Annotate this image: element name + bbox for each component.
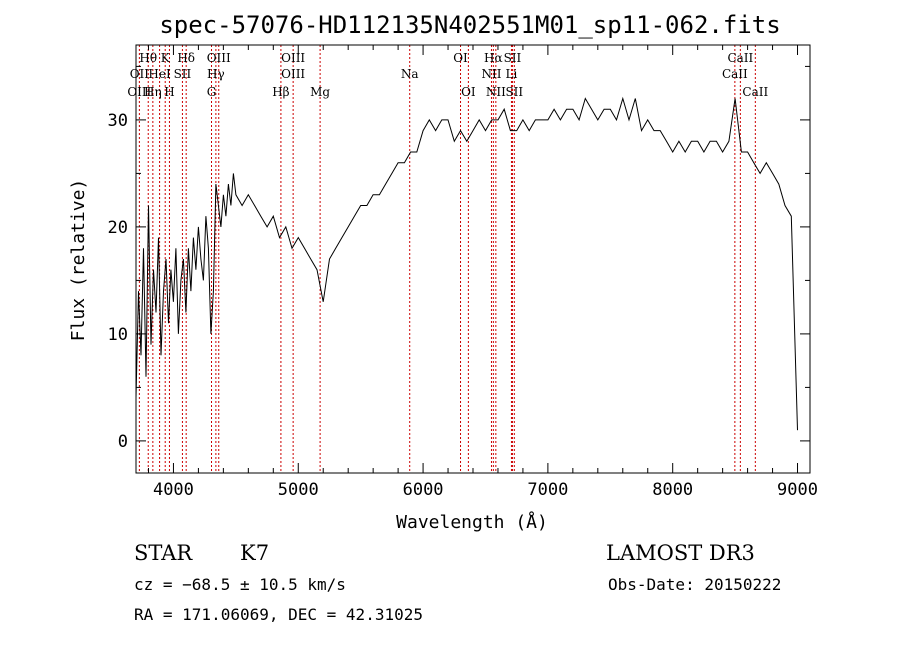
survey-name: LAMOST DR3 — [606, 541, 755, 565]
spectral-line-markers — [138, 45, 756, 473]
x-tick-label: 8000 — [652, 480, 693, 500]
line-label: G — [207, 85, 217, 99]
line-label: CaII — [727, 51, 753, 65]
line-label: SII — [174, 67, 192, 81]
line-label: Hδ — [177, 51, 195, 65]
y-tick-label: 0 — [118, 432, 128, 452]
line-label: OIII — [281, 67, 305, 81]
x-tick-label: 7000 — [527, 480, 568, 500]
redshift-value: cz = −68.5 ± 10.5 km/s — [134, 575, 346, 594]
line-label: CaII — [742, 85, 768, 99]
object-subclass: K7 — [240, 541, 269, 565]
observation-date: Obs-Date: 20150222 — [608, 575, 781, 594]
line-label: CaII — [722, 67, 748, 81]
plot-frame — [135, 44, 811, 474]
line-label: OIII — [127, 85, 151, 99]
object-class: STAR — [134, 541, 193, 565]
spectral-line-labels: Hθ OII OIII K HeI Hη H Hδ SII OIII Hγ G OIII OIII Hβ Mg… — [127, 51, 768, 99]
line-label: OIII — [281, 51, 305, 65]
spectrum-line — [135, 96, 798, 431]
y-axis-label: Flux (relative) — [68, 179, 89, 342]
line-label: OII — [130, 67, 150, 81]
x-tick-label: 6000 — [403, 480, 444, 500]
line-label: OI — [453, 51, 468, 65]
x-tick-label: 4000 — [153, 480, 194, 500]
y-tick-label: 20 — [108, 218, 128, 238]
coordinates: RA = 171.06069, DEC = 42.31025 — [134, 605, 423, 624]
axis-ticks: 4000 5000 6000 7000 8000 9000 0 10 20 30 — [108, 45, 818, 500]
line-label: H — [164, 85, 174, 99]
x-tick-label: 5000 — [278, 480, 319, 500]
y-tick-label: 30 — [108, 111, 128, 131]
line-label: NII — [486, 85, 506, 99]
line-label: SII — [504, 51, 522, 65]
line-label: Li — [506, 67, 518, 81]
line-label: OI — [461, 85, 476, 99]
y-tick-label: 10 — [108, 325, 128, 345]
line-label: Hβ — [272, 85, 289, 99]
line-label: K — [161, 51, 171, 65]
line-label: OIII — [207, 51, 231, 65]
line-label: Na — [401, 67, 419, 81]
line-label: Hη — [144, 85, 162, 99]
line-label: Hγ — [207, 67, 225, 81]
x-tick-label: 9000 — [777, 480, 818, 500]
line-label: NII — [481, 67, 501, 81]
line-label: SII — [505, 85, 523, 99]
x-axis-label: Wavelength (Å) — [396, 511, 548, 533]
line-label: Hα — [484, 51, 503, 65]
line-label: Hθ — [139, 51, 157, 65]
chart-title: spec-57076-HD112135N402551M01_sp11-062.f… — [159, 11, 780, 39]
line-label: Mg — [310, 85, 330, 99]
line-label: HeI — [148, 67, 171, 81]
